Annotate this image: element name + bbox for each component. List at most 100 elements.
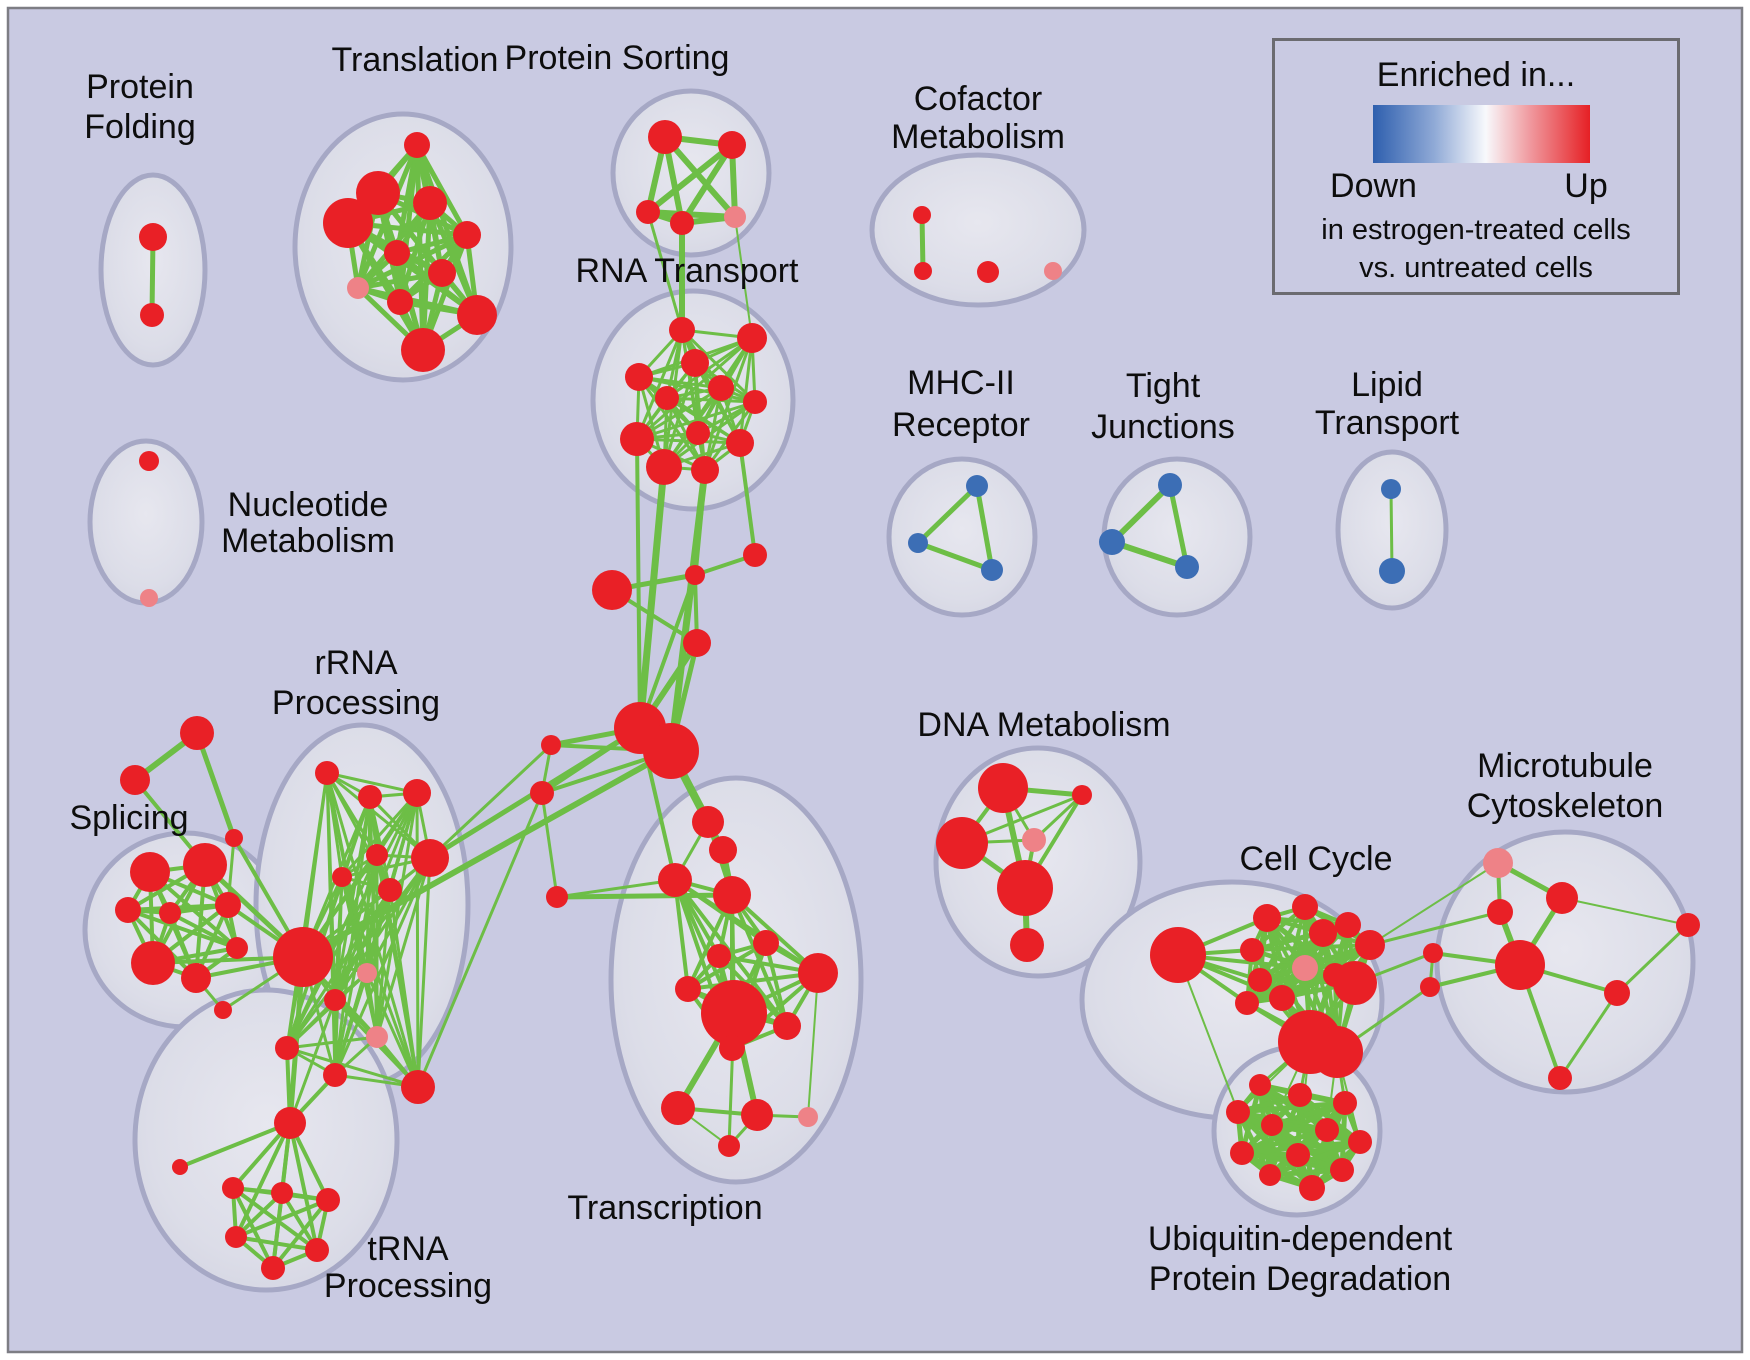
network-node-cc9 [1269, 985, 1295, 1011]
network-node-rr14 [323, 1063, 347, 1087]
network-node-tx1 [692, 806, 724, 838]
network-node-cc10 [1235, 991, 1259, 1015]
network-edge [340, 875, 379, 1039]
network-node-mc1 [1546, 882, 1578, 914]
network-node-m1 [966, 475, 988, 497]
cluster-label-trna-processing: Processing [324, 1267, 492, 1305]
network-node-pf2 [140, 303, 164, 327]
network-node-mc5 [1420, 977, 1440, 997]
network-edge [416, 791, 544, 1089]
network-node-u1 [1249, 1074, 1271, 1096]
network-node-tj2 [1099, 529, 1125, 555]
network-node-mc6 [1604, 980, 1630, 1006]
network-edge [637, 375, 757, 404]
network-node-rr6 [378, 878, 402, 902]
network-node-u12 [1299, 1175, 1325, 1201]
network-edge [416, 856, 432, 1089]
network-node-tr2 [172, 1159, 188, 1175]
network-node-ps3 [636, 200, 660, 224]
cluster-label-cell-cycle: Cell Cycle [1239, 840, 1392, 878]
network-edge [340, 875, 420, 1089]
network-edge [285, 1035, 379, 1050]
network-edge [1615, 923, 1690, 995]
network-edge [365, 856, 432, 975]
network-node-rr11 [366, 1026, 388, 1048]
network-node-r12 [691, 456, 719, 484]
network-node-r6 [655, 386, 679, 410]
network-node-t3 [413, 186, 447, 220]
network-node-r11 [646, 449, 682, 485]
network-node-u3 [1333, 1091, 1357, 1115]
network-node-u4 [1226, 1100, 1250, 1124]
network-edge [1267, 1139, 1363, 1178]
cluster-label-tight-junctions: Tight [1126, 367, 1201, 405]
network-node-u6 [1315, 1118, 1339, 1142]
network-edge [333, 856, 432, 1002]
network-node-u5 [1261, 1114, 1283, 1136]
network-node-cc3 [1309, 919, 1337, 947]
network-node-t6 [384, 240, 410, 266]
network-node-r8 [686, 421, 710, 445]
network-node-h4 [683, 629, 711, 657]
network-node-ccp [1292, 955, 1318, 981]
legend-subtitle-line1: in estrogen-treated cells [1321, 214, 1631, 246]
network-node-tx15 [798, 1107, 818, 1127]
network-node-u10 [1259, 1164, 1281, 1186]
network-edge [645, 142, 735, 215]
cluster-ellipse-cofactor-metabolism [869, 152, 1087, 308]
network-edge [738, 336, 754, 445]
network-edge [271, 1198, 330, 1270]
network-node-cc13 [1311, 1026, 1363, 1078]
network-node-r2 [737, 323, 767, 353]
network-node-s1 [130, 852, 170, 892]
network-edge [1177, 954, 1239, 1113]
network-node-tx12 [719, 1035, 745, 1061]
network-node-d5 [997, 860, 1053, 916]
network-node-s5 [215, 892, 241, 918]
network-edge [554, 892, 735, 900]
network-edge [915, 483, 980, 546]
network-node-lt2 [1379, 558, 1405, 584]
network-node-r4 [625, 363, 653, 391]
network-edge [1561, 897, 1689, 926]
network-node-rr8 [273, 927, 333, 987]
network-node-s4 [159, 902, 181, 924]
network-edge [428, 743, 553, 860]
network-edge [692, 467, 708, 578]
network-node-x1 [180, 716, 214, 750]
network-node-tx4 [713, 876, 751, 914]
network-node-m2 [908, 533, 928, 553]
network-node-d6 [1010, 928, 1044, 962]
network-edge [915, 540, 995, 573]
network-node-tx13 [661, 1091, 695, 1125]
network-node-cc8 [1248, 968, 1272, 992]
cluster-label-ubiquitin: Protein Degradation [1149, 1260, 1451, 1298]
network-node-mcp [1483, 848, 1513, 878]
network-edge [1267, 1167, 1345, 1178]
cluster-label-lipid-transport: Lipid [1351, 366, 1423, 404]
network-node-h3 [743, 543, 767, 567]
network-node-mc7 [1676, 913, 1700, 937]
network-edge [333, 888, 392, 1002]
network-node-cc7 [1240, 938, 1264, 962]
network-node-cc5 [1355, 930, 1385, 960]
network-edge [231, 1186, 275, 1270]
cluster-label-protein-folding: Folding [84, 108, 196, 146]
network-edge [333, 971, 369, 1077]
network-node-h6 [643, 723, 699, 779]
network-edge [665, 396, 757, 404]
network-node-x3 [225, 829, 243, 847]
network-edge [285, 1046, 420, 1089]
network-edge [686, 971, 820, 991]
network-edge [126, 908, 239, 950]
network-node-r10 [726, 429, 754, 457]
network-node-u2 [1288, 1083, 1312, 1107]
network-edge [555, 878, 677, 899]
network-node-tx7 [707, 944, 731, 968]
network-node-s3 [115, 897, 141, 923]
network-node-ps5 [724, 206, 746, 228]
cluster-label-microtubule-cytoskeleton: Microtubule [1477, 747, 1653, 785]
network-node-d1 [978, 763, 1028, 813]
network-edge [1109, 482, 1173, 545]
